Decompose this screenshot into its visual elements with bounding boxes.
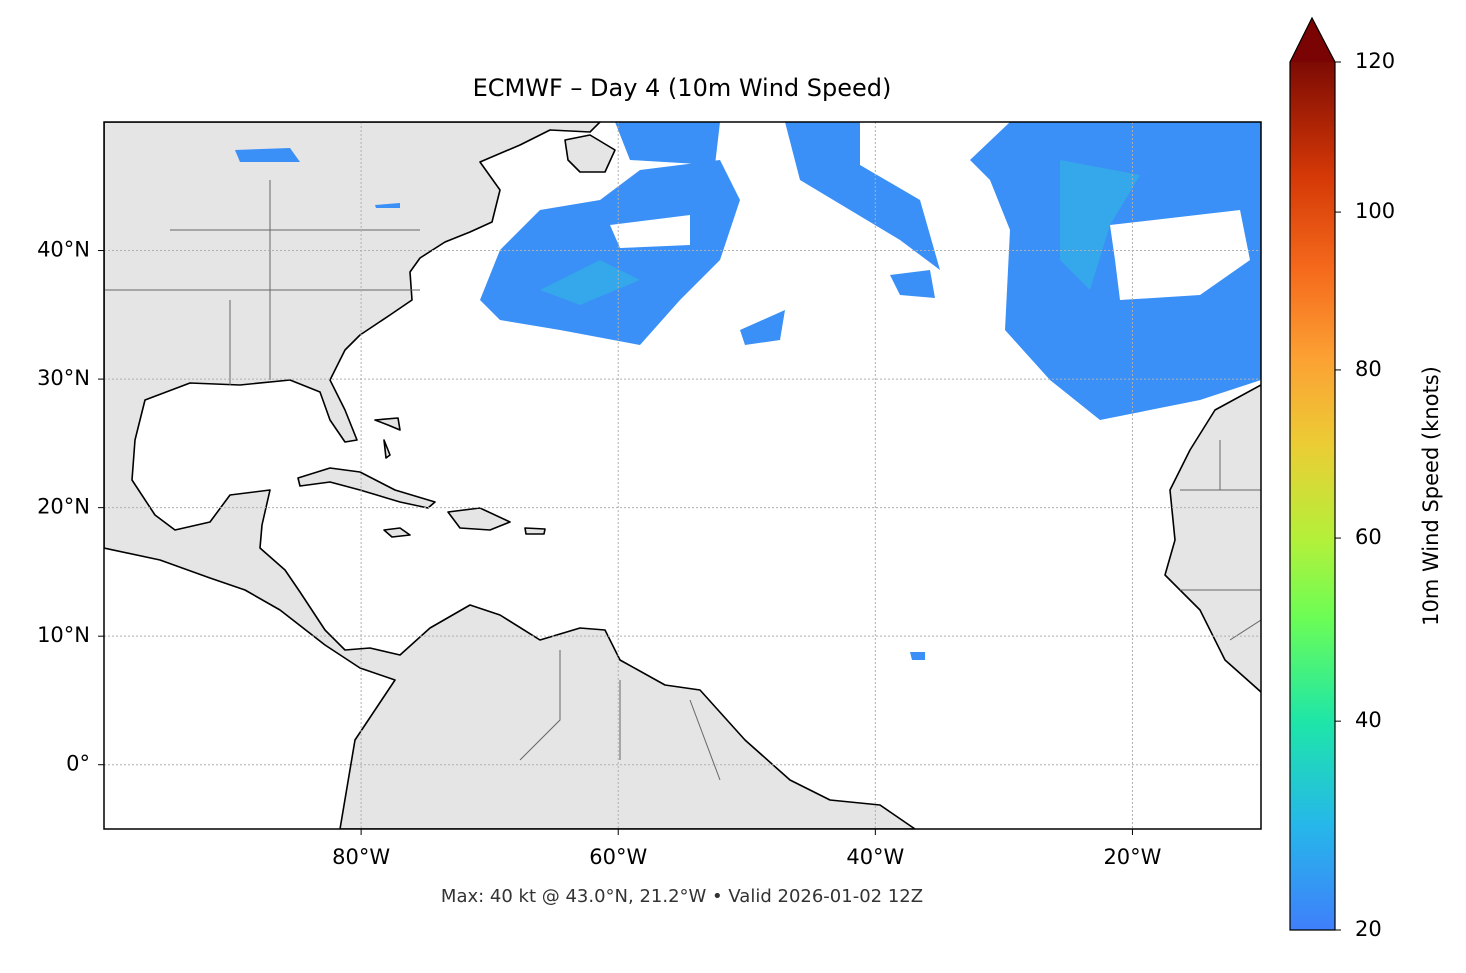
y-tick-label: 30°N — [37, 366, 90, 390]
colorbar-frame — [1289, 16, 1336, 931]
newfoundland — [564, 134, 616, 173]
y-tick-label: 20°N — [37, 495, 90, 519]
colorbar-extend — [1290, 18, 1335, 62]
map-frame — [103, 121, 1262, 830]
chart-title: ECMWF – Day 4 (10m Wind Speed) — [473, 74, 892, 102]
colorbar-tick-label: 40 — [1355, 708, 1382, 732]
x-tick-label: 20°W — [1103, 845, 1161, 869]
puerto-rico — [524, 527, 546, 535]
colorbar-tick-label: 80 — [1355, 357, 1382, 381]
y-tick-label: 10°N — [37, 623, 90, 647]
jamaica — [383, 527, 411, 538]
hispaniola — [447, 507, 511, 531]
wind-field — [970, 122, 1261, 420]
colorbar-tick-label: 100 — [1355, 199, 1395, 223]
x-tick-label: 40°W — [846, 845, 904, 869]
colorbar-label: 10m Wind Speed (knots) — [1419, 366, 1443, 626]
wind-field — [615, 122, 720, 165]
colorbar-tick-label: 20 — [1355, 917, 1382, 941]
footer-note: Max: 40 kt @ 43.0°N, 21.2°W • Valid 2026… — [441, 886, 923, 907]
wind-field — [785, 122, 940, 270]
wind-field — [540, 160, 1140, 305]
map-area — [104, 122, 1261, 829]
colorbar — [1290, 62, 1335, 930]
wind-field — [480, 160, 740, 345]
africa — [1164, 383, 1261, 694]
y-tick-label: 0° — [66, 752, 90, 776]
cuba — [297, 467, 436, 509]
x-tick-label: 60°W — [589, 845, 647, 869]
bahamas — [374, 417, 401, 459]
x-tick-label: 80°W — [332, 845, 390, 869]
colorbar-tick-label: 120 — [1355, 49, 1395, 73]
colorbar-tick-label: 60 — [1355, 525, 1382, 549]
y-tick-label: 40°N — [37, 238, 90, 262]
americas — [104, 122, 916, 829]
borders — [104, 180, 1261, 781]
